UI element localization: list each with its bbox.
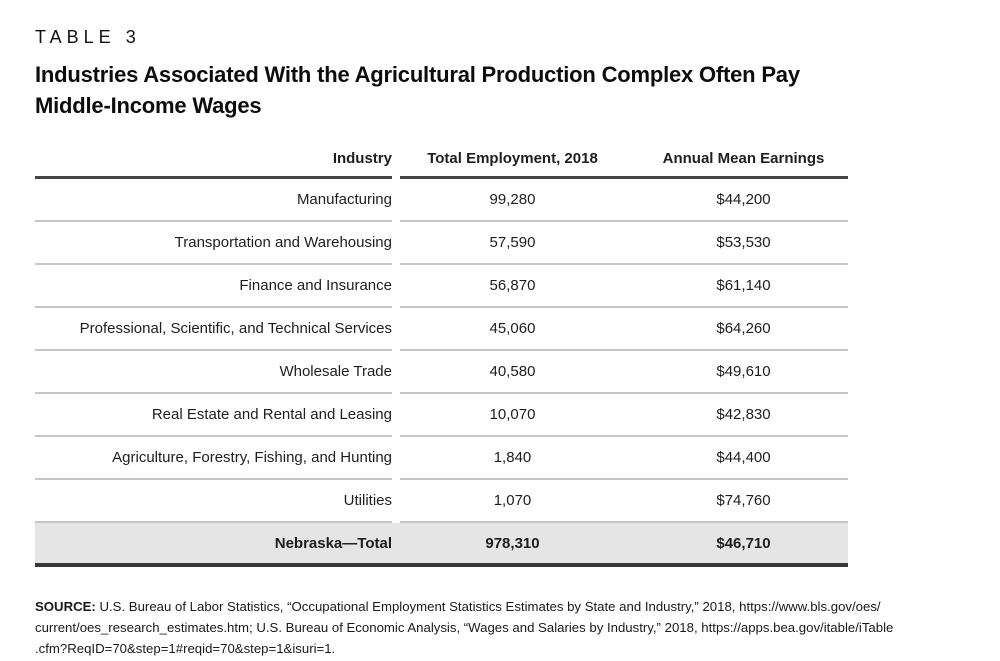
table-row: Agriculture, Forestry, Fishing, and Hunt… [35, 437, 848, 480]
column-header-earnings: Annual Mean Earnings [662, 150, 825, 167]
source-label: SOURCE: [35, 599, 96, 614]
row-numeric-group: 57,590 $53,530 [400, 222, 848, 265]
table-row: Finance and Insurance 56,870 $61,140 [35, 265, 848, 308]
row-numeric-group: 1,840 $44,400 [400, 437, 848, 480]
industries-table: Industry Total Employment, 2018 Annual M… [35, 145, 848, 567]
table-title-line2: Middle-Income Wages [35, 93, 262, 118]
earnings-cell: $53,530 [716, 234, 771, 251]
source-line-2: current/oes_research_estimates.htm; U.S.… [35, 620, 894, 635]
table-title: Industries Associated With the Agricultu… [35, 59, 970, 121]
industry-cell: Finance and Insurance [35, 265, 392, 308]
row-numeric-group: 1,070 $74,760 [400, 480, 848, 523]
total-employment-cell: 978,310 [485, 534, 540, 552]
industry-cell: Utilities [35, 480, 392, 523]
employment-cell: 1,070 [493, 492, 532, 509]
employment-cell: 40,580 [489, 363, 536, 380]
row-numeric-group: 10,070 $42,830 [400, 394, 848, 437]
earnings-cell: $44,200 [716, 191, 771, 208]
table-row: Professional, Scientific, and Technical … [35, 308, 848, 351]
employment-cell: 56,870 [489, 277, 536, 294]
table-title-line1: Industries Associated With the Agricultu… [35, 62, 800, 87]
total-earnings-cell: $46,710 [716, 534, 771, 552]
header-numeric-group: Total Employment, 2018 Annual Mean Earni… [400, 145, 848, 179]
column-header-employment: Total Employment, 2018 [427, 150, 598, 167]
table-total-row: Nebraska—Total 978,310 $46,710 [35, 523, 848, 567]
row-numeric-group: 45,060 $64,260 [400, 308, 848, 351]
employment-cell: 10,070 [489, 406, 536, 423]
row-numeric-group: 40,580 $49,610 [400, 351, 848, 394]
source-line-1: SOURCE: U.S. Bureau of Labor Statistics,… [35, 596, 985, 617]
total-row-label: Nebraska—Total [274, 534, 392, 552]
table-number-label: TABLE 3 [35, 27, 141, 47]
industry-cell: Real Estate and Rental and Leasing [35, 394, 392, 437]
column-header-industry: Industry [35, 145, 392, 179]
earnings-cell: $44,400 [716, 449, 771, 466]
earnings-cell: $61,140 [716, 277, 771, 294]
earnings-cell: $64,260 [716, 320, 771, 337]
industry-cell: Agriculture, Forestry, Fishing, and Hunt… [35, 437, 392, 480]
row-numeric-group: 56,870 $61,140 [400, 265, 848, 308]
industry-cell: Professional, Scientific, and Technical … [35, 308, 392, 351]
earnings-cell: $42,830 [716, 406, 771, 423]
table-row: Wholesale Trade 40,580 $49,610 [35, 351, 848, 394]
employment-cell: 99,280 [489, 191, 536, 208]
earnings-cell: $49,610 [716, 363, 771, 380]
source-note: SOURCE: U.S. Bureau of Labor Statistics,… [35, 596, 985, 659]
source-line-1-text: U.S. Bureau of Labor Statistics, “Occupa… [99, 599, 881, 614]
employment-cell: 57,590 [489, 234, 536, 251]
row-numeric-group: 99,280 $44,200 [400, 179, 848, 222]
industry-cell: Manufacturing [35, 179, 392, 222]
table-row: Transportation and Warehousing 57,590 $5… [35, 222, 848, 265]
industry-cell: Transportation and Warehousing [35, 222, 392, 265]
table-row: Manufacturing 99,280 $44,200 [35, 179, 848, 222]
source-line-3: .cfm?ReqID=70&step=1#reqid=70&step=1&isu… [35, 641, 336, 656]
table-header-row: Industry Total Employment, 2018 Annual M… [35, 145, 848, 179]
table-body: Manufacturing 99,280 $44,200 Transportat… [35, 179, 848, 523]
earnings-cell: $74,760 [716, 492, 771, 509]
table-row: Real Estate and Rental and Leasing 10,07… [35, 394, 848, 437]
total-numeric-group: 978,310 $46,710 [400, 523, 848, 563]
industry-cell: Wholesale Trade [35, 351, 392, 394]
table-row: Utilities 1,070 $74,760 [35, 480, 848, 523]
employment-cell: 1,840 [493, 449, 532, 466]
employment-cell: 45,060 [489, 320, 536, 337]
